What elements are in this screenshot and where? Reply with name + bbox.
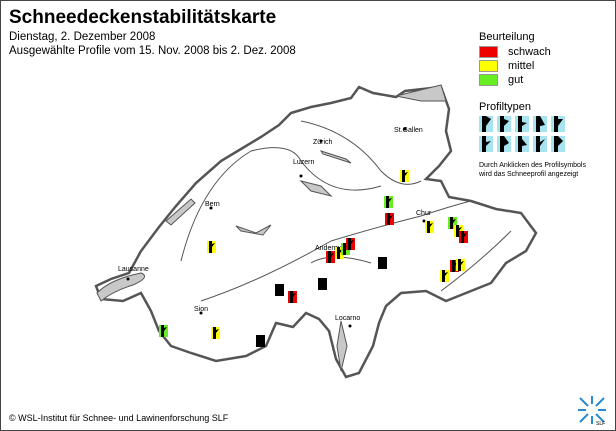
profile-marker-mittel[interactable] [400, 170, 409, 182]
profile-marker-none[interactable] [275, 284, 284, 296]
lake-constance [395, 84, 447, 102]
city-label-chur: Chur [416, 210, 432, 217]
profile-types-legend [479, 116, 565, 152]
legend-swatch [479, 46, 498, 58]
profile-marker-mittel[interactable] [425, 221, 434, 233]
legend-label: gut [508, 74, 524, 86]
city-label-luzern: Luzern [293, 159, 315, 166]
city-label-locarno: Locarno [335, 315, 360, 322]
profile-type-icon-5 [551, 116, 565, 132]
city-dot-chur [422, 219, 426, 223]
lake-maggiore [336, 320, 348, 372]
profile-marker-schwach[interactable] [385, 213, 394, 225]
profile-type-icon-10 [551, 136, 565, 152]
lake-lucerne [299, 180, 333, 197]
date-label: Dienstag, 2. Dezember 2008 [9, 31, 156, 43]
profile-note: Durch Anklicken des Profilsymbols wird da… [479, 161, 586, 179]
profile-type-icon-8 [515, 136, 529, 152]
profile-marker-schwach[interactable] [459, 231, 468, 243]
city-dot-locarno [348, 324, 352, 328]
lake-thun [235, 224, 272, 236]
city-dot-bern [209, 206, 213, 210]
profile-types-heading: Profiltypen [479, 101, 531, 113]
legend-item-mittel: mittel [479, 59, 551, 73]
profile-marker-gut[interactable] [159, 325, 168, 337]
city-label-lausanne: Lausanne [118, 266, 149, 273]
city-label-andermatt: Andermatt [315, 245, 347, 252]
legend-item-schwach: schwach [479, 45, 551, 59]
profile-type-icon-1 [479, 116, 493, 132]
profile-type-icon-4 [533, 116, 547, 132]
profile-type-icon-2 [497, 116, 511, 132]
city-label-zurich: Zürich [313, 139, 333, 146]
note-line: wird das Schneeprofil angezeigt [479, 171, 579, 178]
svg-text:SLF: SLF [596, 421, 605, 426]
lake-zurich [319, 150, 352, 164]
profile-marker-gut[interactable] [448, 217, 457, 229]
city-dot-stgallen [403, 127, 407, 131]
profile-marker-mittel[interactable] [456, 259, 465, 271]
profile-marker-mittel[interactable] [440, 270, 449, 282]
city-label-stgallen: St.Gallen [394, 127, 423, 134]
profile-type-icon-6 [479, 136, 493, 152]
profile-marker-schwach[interactable] [288, 291, 297, 303]
legend-swatch [479, 60, 498, 72]
profile-marker-gut[interactable] [384, 196, 393, 208]
legend-swatch [479, 74, 498, 86]
page-title: Schneedeckenstabilitätskarte [9, 7, 277, 28]
city-label-bern: Bern [205, 201, 220, 208]
city-dot-zurich [319, 139, 323, 143]
city-dot-sion [199, 311, 203, 315]
city-label-sion: Sion [194, 306, 208, 313]
profile-type-icon-7 [497, 136, 511, 152]
profile-marker-none[interactable] [256, 335, 265, 347]
note-line: Durch Anklicken des Profilsymbols [479, 162, 586, 169]
city-dot-lausanne [126, 277, 130, 281]
profile-marker-none[interactable] [378, 257, 387, 269]
legend-item-gut: gut [479, 73, 551, 87]
country-outline [94, 85, 538, 379]
lake-neuchatel [165, 198, 196, 226]
profile-marker-schwach[interactable] [326, 251, 335, 263]
copyright: © WSL-Institut für Schnee- und Lawinenfo… [9, 413, 229, 423]
profile-marker-schwach[interactable] [346, 238, 355, 250]
profile-marker-mittel[interactable] [211, 327, 220, 339]
city-dot-luzern [299, 174, 303, 178]
profile-type-icon-3 [515, 116, 529, 132]
legend-label: mittel [508, 60, 535, 72]
profile-marker-mittel[interactable] [207, 241, 216, 253]
legend-label: schwach [508, 46, 551, 58]
slf-snowflake-logo: SLF [578, 396, 606, 426]
profile-type-icon-9 [533, 136, 547, 152]
rating-legend: Beurteilung schwach mittel gut [479, 31, 551, 87]
date-range-label: Ausgewählte Profile vom 15. Nov. 2008 bi… [9, 45, 296, 57]
lake-geneva [96, 272, 146, 302]
legend-heading: Beurteilung [479, 31, 535, 43]
profile-marker-none[interactable] [318, 278, 327, 290]
